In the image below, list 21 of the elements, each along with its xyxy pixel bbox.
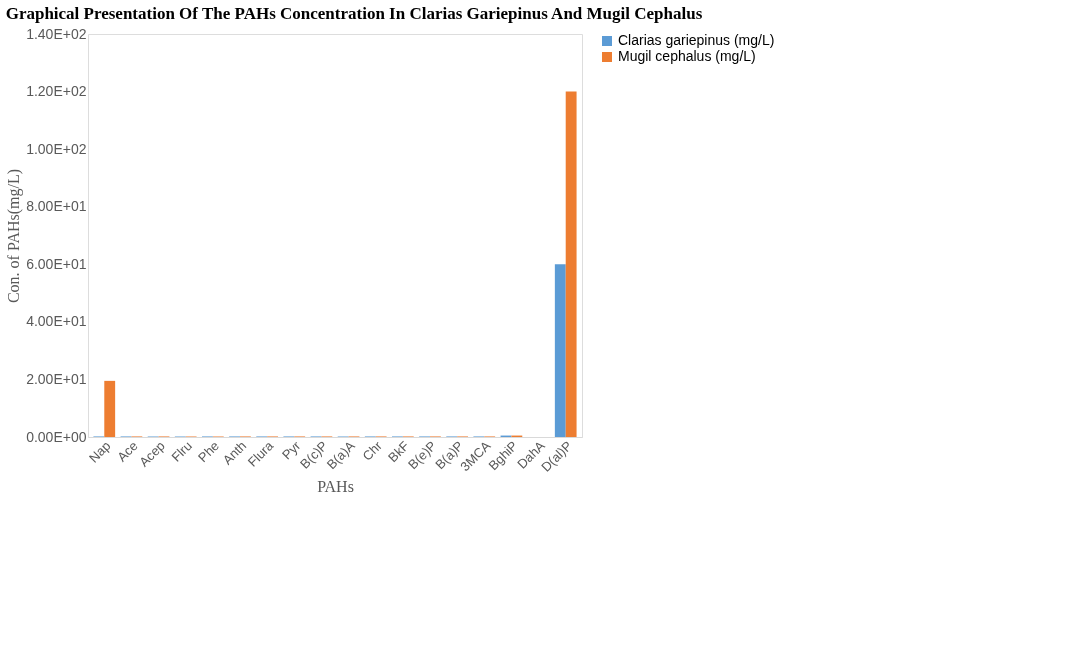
x-axis-title: PAHs bbox=[317, 477, 354, 495]
chart-title: Graphical Presentation Of The PAHs Concentration In Clarias Gariepinus And Mugil Cephalus bbox=[5, 4, 703, 23]
x-tick-label: Nap bbox=[86, 438, 114, 466]
y-tick-label: 8.00E+01 bbox=[26, 198, 87, 215]
y-tick-label: 1.40E+02 bbox=[26, 25, 87, 42]
x-tick-label: Ace bbox=[114, 438, 141, 465]
bar bbox=[565, 91, 577, 437]
y-tick-label: 2.00E+01 bbox=[26, 370, 87, 387]
x-tick-label: Phe bbox=[195, 438, 223, 466]
y-tick-label: 4.00E+01 bbox=[26, 313, 87, 330]
bar bbox=[554, 264, 566, 437]
x-tick-label: Flru bbox=[168, 438, 195, 465]
legend-label: Clarias gariepinus (mg/L) bbox=[618, 32, 775, 48]
legend-label: Mugil cephalus (mg/L) bbox=[618, 48, 756, 64]
y-tick-label: 1.00E+02 bbox=[26, 140, 87, 157]
y-tick-label: 1.20E+02 bbox=[26, 83, 87, 100]
y-tick-label: 0.00E+00 bbox=[26, 428, 87, 445]
bar bbox=[104, 380, 116, 437]
y-tick-label: 6.00E+01 bbox=[26, 255, 87, 272]
x-tick-label: Chr bbox=[359, 437, 386, 464]
y-axis-title: Con. of PAHs(mg/L) bbox=[5, 168, 24, 304]
